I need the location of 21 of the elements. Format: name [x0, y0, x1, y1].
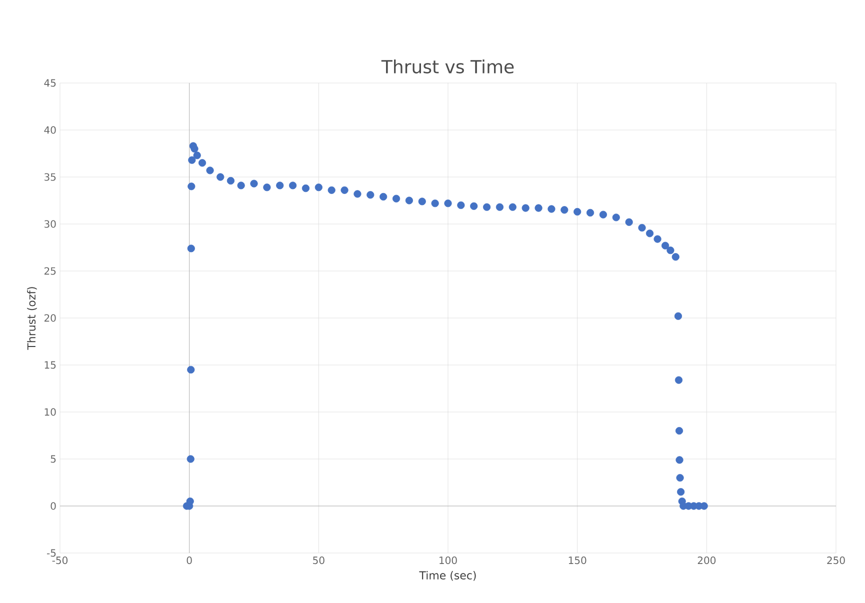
y-tick-label: 15 [44, 361, 56, 369]
y-tick-label: 25 [44, 267, 56, 275]
y-tick-label: -5 [46, 549, 56, 557]
chart-title: Thrust vs Time [381, 60, 514, 74]
x-tick-label: 0 [186, 556, 192, 564]
y-tick-label: 10 [44, 408, 56, 416]
x-tick-label: 200 [698, 556, 716, 564]
y-tick-label: 5 [50, 455, 56, 463]
x-tick-label: 50 [313, 556, 324, 564]
x-tick-label: 100 [440, 556, 457, 564]
x-tick-label: 150 [568, 556, 586, 564]
y-tick-label: 45 [44, 79, 56, 87]
y-tick-label: 20 [44, 314, 56, 322]
y-tick-label: 30 [44, 220, 56, 228]
y-tick-label: 40 [44, 126, 56, 134]
y-axis-title: Thrust (ozf) [27, 287, 37, 350]
x-tick-label: 250 [827, 556, 845, 564]
x-axis-title: Time (sec) [419, 570, 476, 581]
x-tick-label: -50 [52, 556, 68, 564]
y-tick-label: 35 [44, 173, 56, 181]
y-tick-label: 0 [50, 502, 56, 510]
